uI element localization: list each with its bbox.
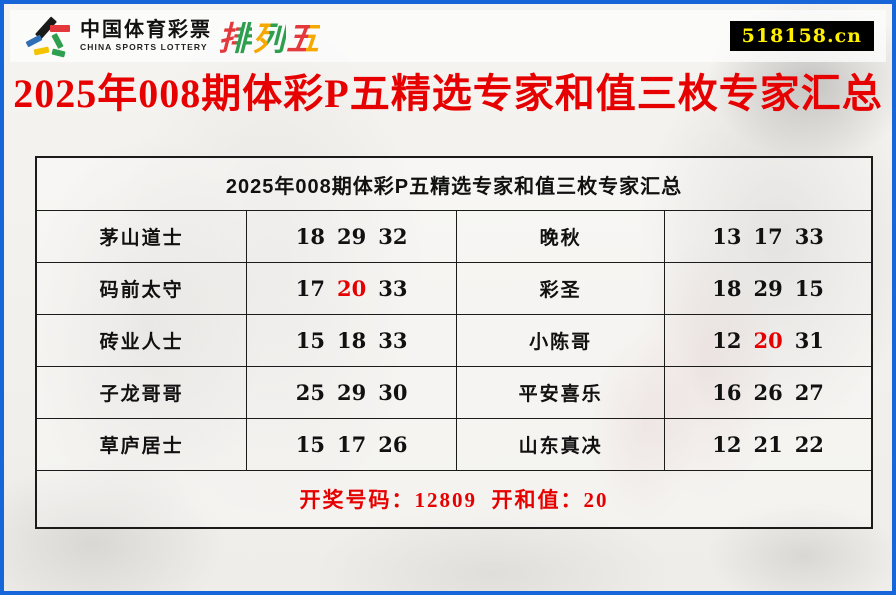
number: 16 xyxy=(712,380,742,405)
number: 18 xyxy=(712,276,742,301)
expert-name: 晚秋 xyxy=(455,210,666,263)
table-row: 子龙哥哥 25 29 30 平安喜乐 16 26 27 xyxy=(35,366,873,419)
number: 21 xyxy=(753,432,783,457)
number: 18 xyxy=(295,224,325,249)
expert-name: 平安喜乐 xyxy=(455,366,666,419)
expert-name: 砖业人士 xyxy=(35,314,248,367)
page-title: 2025年008期体彩P五精选专家和值三枚专家汇总 xyxy=(13,71,883,116)
table-row: 码前太守 17 20 33 彩圣 18 29 15 xyxy=(35,262,873,315)
site-url-badge: 518158.cn xyxy=(729,21,874,51)
expert-name: 子龙哥哥 xyxy=(35,366,248,419)
expert-numbers: 18 29 15 xyxy=(664,262,873,315)
number: 22 xyxy=(794,432,824,457)
number: 25 xyxy=(295,380,325,405)
expert-numbers: 13 17 33 xyxy=(664,210,873,263)
expert-numbers: 18 29 32 xyxy=(246,210,457,263)
logo-bar xyxy=(25,34,43,48)
number: 31 xyxy=(794,328,824,353)
number: 12 xyxy=(712,432,742,457)
expert-name: 山东真决 xyxy=(455,418,666,471)
product-char: 五 xyxy=(286,19,320,57)
brand-name-en: CHINA SPORTS LOTTERY xyxy=(80,42,208,53)
table-title: 2025年008期体彩P五精选专家和值三枚专家汇总 xyxy=(35,156,873,211)
number: 29 xyxy=(336,224,367,249)
number: 15 xyxy=(295,328,325,353)
number: 20 xyxy=(336,276,367,301)
number: 33 xyxy=(378,276,408,301)
product-char: 排 xyxy=(218,19,252,57)
expert-numbers: 15 17 26 xyxy=(246,418,457,471)
number: 17 xyxy=(336,432,367,457)
experts-table: 2025年008期体彩P五精选专家和值三枚专家汇总 茅山道士 18 29 32 晚秋… xyxy=(35,156,873,529)
number: 15 xyxy=(295,432,325,457)
expert-numbers: 25 29 30 xyxy=(246,366,457,419)
draw-result-text: 开奖号码：12809 开和值：20 xyxy=(35,470,873,529)
number: 17 xyxy=(295,276,325,301)
table-row: 草庐居士 15 17 26 山东真决 12 21 22 xyxy=(35,418,873,471)
number: 32 xyxy=(378,224,408,249)
expert-numbers: 15 18 33 xyxy=(246,314,457,367)
expert-numbers: 16 26 27 xyxy=(664,366,873,419)
number: 13 xyxy=(712,224,742,249)
product-char: 列 xyxy=(252,19,286,57)
expert-name: 小陈哥 xyxy=(455,314,666,367)
brand-text: 中国体育彩票 CHINA SPORTS LOTTERY xyxy=(80,20,212,52)
number: 18 xyxy=(336,328,367,353)
number: 30 xyxy=(378,380,408,405)
number: 27 xyxy=(794,380,824,405)
logo-bar xyxy=(33,46,50,56)
logo-bar xyxy=(51,48,66,58)
expert-name: 草庐居士 xyxy=(35,418,248,471)
header-bar: 中国体育彩票 CHINA SPORTS LOTTERY 排列五 518158.c… xyxy=(10,10,886,62)
expert-name: 彩圣 xyxy=(455,262,666,315)
number: 12 xyxy=(712,328,742,353)
number: 17 xyxy=(753,224,783,249)
number: 29 xyxy=(336,380,367,405)
number: 33 xyxy=(378,328,408,353)
number: 15 xyxy=(794,276,824,301)
number: 20 xyxy=(753,328,783,353)
logo-bar xyxy=(51,32,64,50)
expert-name: 茅山道士 xyxy=(35,210,248,263)
number: 26 xyxy=(378,432,408,457)
expert-name: 码前太守 xyxy=(35,262,248,315)
brand-name-cn: 中国体育彩票 xyxy=(80,19,212,42)
number: 29 xyxy=(753,276,783,301)
sports-lottery-logo-icon xyxy=(24,14,72,58)
table-header-row: 2025年008期体彩P五精选专家和值三枚专家汇总 xyxy=(35,156,873,211)
expert-numbers: 12 21 22 xyxy=(664,418,873,471)
number: 33 xyxy=(794,224,824,249)
table-footer-row: 开奖号码：12809 开和值：20 xyxy=(35,470,873,529)
table-row: 砖业人士 15 18 33 小陈哥 12 20 31 xyxy=(35,314,873,367)
expert-numbers: 17 20 33 xyxy=(246,262,457,315)
logo-bar xyxy=(50,25,70,32)
product-name-pailie5: 排列五 xyxy=(218,22,320,55)
table-row: 茅山道士 18 29 32 晚秋 13 17 33 xyxy=(35,210,873,263)
number: 26 xyxy=(753,380,783,405)
expert-numbers: 12 20 31 xyxy=(664,314,873,367)
